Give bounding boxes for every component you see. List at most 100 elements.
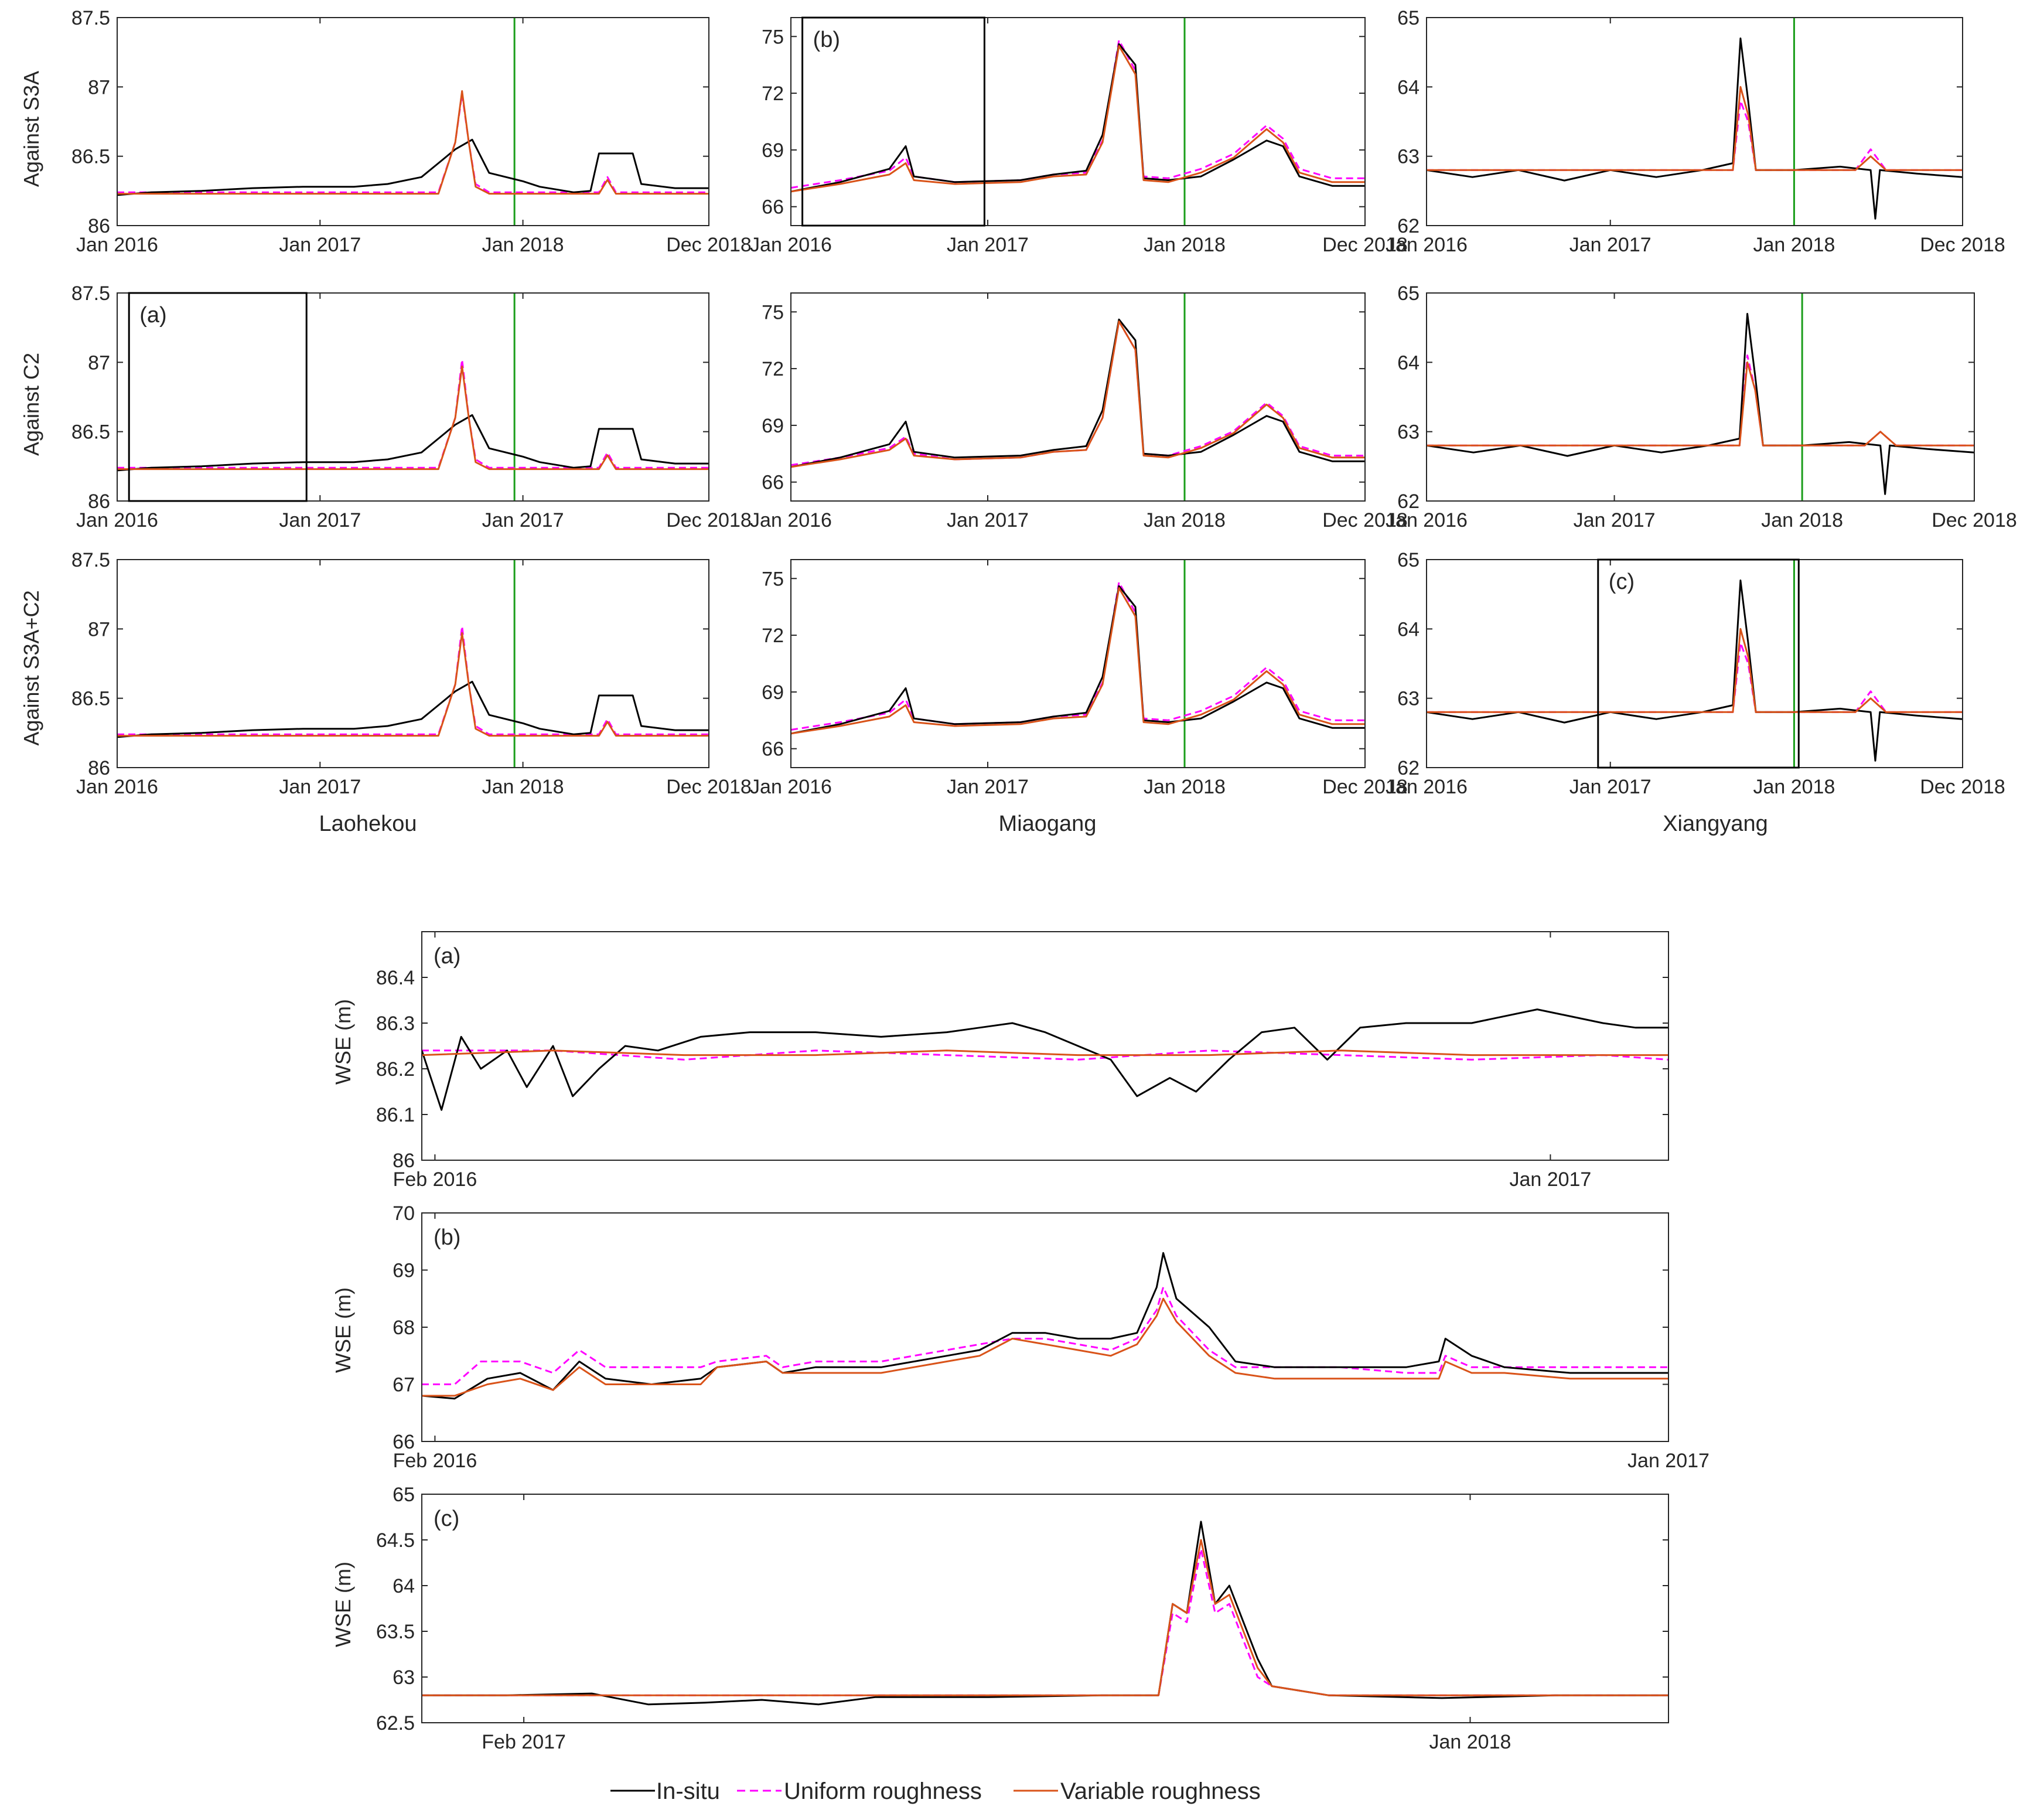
y-tick-label: 86.5	[71, 688, 110, 710]
series-line-uniform-roughness	[422, 1049, 1668, 1061]
station-label-laohekou: Laohekou	[319, 812, 417, 836]
x-tick-label: Jan 2016	[76, 776, 158, 798]
axes-box	[790, 559, 1366, 768]
y-tick-label: 68	[393, 1317, 415, 1339]
y-tick-label: 86.4	[376, 967, 415, 989]
x-tick-label: Jan 2018	[1144, 776, 1226, 798]
panels: 86 86.5 87 87.5 Jan 2016 Jan 2017 Jan 2018 Dec …	[71, 7, 2017, 1753]
series-line-variable-roughness	[791, 320, 1365, 468]
axes-box	[1426, 17, 1963, 226]
x-tick-label: Jan 2016	[750, 776, 832, 798]
x-tick-label: Jan 2017	[1569, 234, 1652, 256]
y-tick-label: 62.5	[376, 1712, 415, 1734]
series-line-variable-roughness	[1427, 86, 1963, 171]
series-line-in-situ	[422, 1252, 1668, 1400]
x-tick-label: Jan 2018	[1753, 234, 1835, 256]
y-tick-label: 66	[762, 472, 784, 494]
y-tick-label: 75	[762, 301, 784, 323]
series-line-uniform-roughness	[1427, 642, 1963, 713]
series-line-in-situ	[117, 414, 709, 472]
y-tick-label: 69	[762, 415, 784, 437]
y-tick-label: 62	[1397, 757, 1420, 779]
axes-box	[117, 292, 709, 502]
x-tick-label: Jan 2018	[482, 776, 564, 798]
y-tick-label: 87.5	[71, 7, 110, 29]
row-label-c2: Against C2	[19, 353, 43, 456]
x-tick-label: Jan 2017	[279, 776, 361, 798]
series-line-variable-roughness	[422, 1297, 1668, 1397]
y-tick-label: 62	[1397, 490, 1420, 513]
x-tick-label: Jan 2018	[1429, 1731, 1511, 1753]
x-tick-label: Jan 2018	[482, 234, 564, 256]
y-tick-label: 63	[393, 1666, 415, 1689]
y-tick-label: 86	[88, 490, 110, 513]
y-tick-label: 86.5	[71, 146, 110, 168]
x-tick-label: Jan 2017	[947, 776, 1029, 798]
series-line-in-situ	[1427, 313, 1974, 495]
x-tick-label: Jan 2017	[1627, 1450, 1710, 1472]
x-tick-label: Jan 2016	[750, 234, 832, 256]
series-line-variable-roughness	[791, 45, 1365, 193]
x-tick-label: Jan 2016	[76, 234, 158, 256]
panel-detail-b: 66 67 68 69 70 Feb 2016 Jan 2017 (b)	[393, 1202, 1710, 1472]
detail-c-ylabel: WSE (m)	[331, 1562, 355, 1647]
panel-miaogang-s3a: 66 69 72 75 Jan 2016 Jan 2017 Jan 2018 Dec 2018…	[750, 16, 1408, 256]
y-tick-label: 64	[1397, 352, 1420, 374]
x-tick-label: Jan 2017	[1574, 509, 1656, 531]
y-tick-label: 86.3	[376, 1013, 415, 1035]
x-tick-label: Dec 2018	[1322, 234, 1408, 256]
series-line-in-situ	[1427, 38, 1963, 220]
y-tick-label: 87	[88, 352, 110, 374]
series-line-in-situ	[791, 43, 1365, 193]
series-line-variable-roughness	[1427, 628, 1963, 713]
axes-box	[421, 1494, 1669, 1723]
x-tick-label: Jan 2018	[1144, 509, 1226, 531]
y-tick-label: 66	[393, 1431, 415, 1453]
series-line-uniform-roughness	[1427, 100, 1963, 171]
y-tick-label: 63	[1397, 421, 1420, 444]
y-tick-label: 65	[393, 1484, 415, 1506]
x-tick-label: Jan 2017	[947, 509, 1029, 531]
axes-box	[1426, 292, 1975, 502]
y-tick-label: 65	[1397, 549, 1420, 571]
series-line-in-situ	[791, 318, 1365, 468]
y-tick-label: 86.1	[376, 1104, 415, 1126]
y-tick-label: 86	[88, 757, 110, 779]
series-line-in-situ	[1427, 580, 1963, 762]
y-tick-label: 66	[762, 738, 784, 761]
panel-laohekou-s3a-c2: 86 86.5 87 87.5 Jan 2016 Jan 2017 Jan 2018 Dec …	[71, 549, 752, 798]
detail-a-ylabel: WSE (m)	[331, 999, 355, 1085]
x-tick-label: Jan 2018	[1753, 776, 1835, 798]
x-tick-label: Dec 2018	[666, 234, 752, 256]
panel-laohekou-c2: 86 86.5 87 87.5 Jan 2016 Jan 2017 Jan 2017 Dec …	[71, 282, 752, 531]
y-tick-label: 69	[762, 681, 784, 704]
y-tick-label: 69	[762, 139, 784, 162]
y-tick-label: 86.5	[71, 421, 110, 444]
x-tick-label: Dec 2018	[1920, 776, 2005, 798]
series-line-variable-roughness	[117, 632, 709, 737]
y-tick-label: 63	[1397, 688, 1420, 710]
detail-b-ylabel: WSE (m)	[331, 1287, 355, 1373]
x-tick-label: Jan 2016	[1386, 234, 1468, 256]
y-tick-label: 86	[88, 215, 110, 237]
x-tick-label: Jan 2017	[1509, 1168, 1591, 1191]
series-line-uniform-roughness	[422, 1286, 1668, 1385]
x-tick-label: Jan 2017	[279, 509, 361, 531]
station-label-miaogang: Miaogang	[999, 812, 1097, 836]
y-tick-label: 72	[762, 358, 784, 380]
series-line-variable-roughness	[117, 365, 709, 471]
series-line-variable-roughness	[422, 1539, 1668, 1696]
series-line-variable-roughness	[791, 587, 1365, 735]
axes-box	[117, 17, 709, 226]
series-line-uniform-roughness	[791, 581, 1365, 731]
y-tick-label: 87.5	[71, 549, 110, 571]
y-tick-label: 66	[762, 196, 784, 219]
zoom-label: (b)	[813, 28, 840, 52]
axes-box	[790, 292, 1366, 502]
y-tick-label: 86.2	[376, 1058, 415, 1081]
x-tick-label: Jan 2017	[947, 234, 1029, 256]
x-tick-label: Jan 2016	[1386, 509, 1468, 531]
series-line-uniform-roughness	[791, 39, 1365, 189]
